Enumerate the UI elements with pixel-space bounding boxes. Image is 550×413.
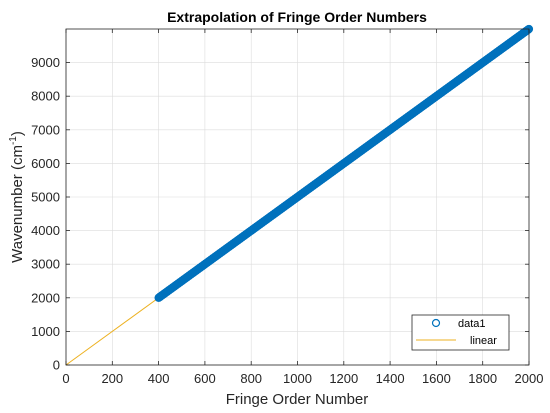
legend-box — [411, 314, 510, 351]
x-tick-label: 1000 — [283, 371, 312, 386]
y-tick-label: 3000 — [31, 257, 60, 272]
y-axis-label-superscript: -1 — [8, 136, 19, 145]
x-tick-label: 1200 — [329, 371, 358, 386]
y-tick-label: 1000 — [31, 324, 60, 339]
y-tick-label: 9000 — [31, 55, 60, 70]
y-tick-label: 4000 — [31, 223, 60, 238]
x-tick-label: 800 — [240, 371, 262, 386]
x-tick-label: 0 — [62, 371, 69, 386]
y-tick-label: 7000 — [31, 122, 60, 137]
y-tick-label: 2000 — [31, 290, 60, 305]
y-axis-label-close: ) — [9, 131, 26, 136]
y-tick-label: 6000 — [31, 156, 60, 171]
y-tick-label: 8000 — [31, 89, 60, 104]
legend: data1 linear — [411, 314, 510, 351]
chart-title: Extrapolation of Fringe Order Numbers — [167, 9, 427, 25]
legend-marker-data1 — [431, 318, 441, 328]
y-axis-label-main: Wavenumber (cm — [9, 145, 26, 263]
x-tick-label: 2000 — [515, 371, 544, 386]
x-tick-label: 400 — [148, 371, 170, 386]
x-axis-label: Fringe Order Number — [226, 391, 369, 408]
y-tick-label: 0 — [53, 358, 60, 373]
y-tick-label: 5000 — [31, 190, 60, 205]
x-tick-label: 200 — [101, 371, 123, 386]
x-tick-label: 1600 — [422, 371, 451, 386]
legend-label-data1: data1 — [458, 318, 486, 330]
ticks: 0 200 400 600 800 1000 1200 1400 1600 1800 2000 0 10… — [31, 29, 543, 386]
series-layer — [65, 24, 534, 366]
x-tick-label: 1400 — [376, 371, 405, 386]
legend-label-linear: linear — [470, 335, 497, 347]
y-axis-label: Wavenumber (cm-1) — [8, 131, 26, 263]
x-tick-label: 600 — [194, 371, 216, 386]
x-tick-label: 1800 — [468, 371, 497, 386]
